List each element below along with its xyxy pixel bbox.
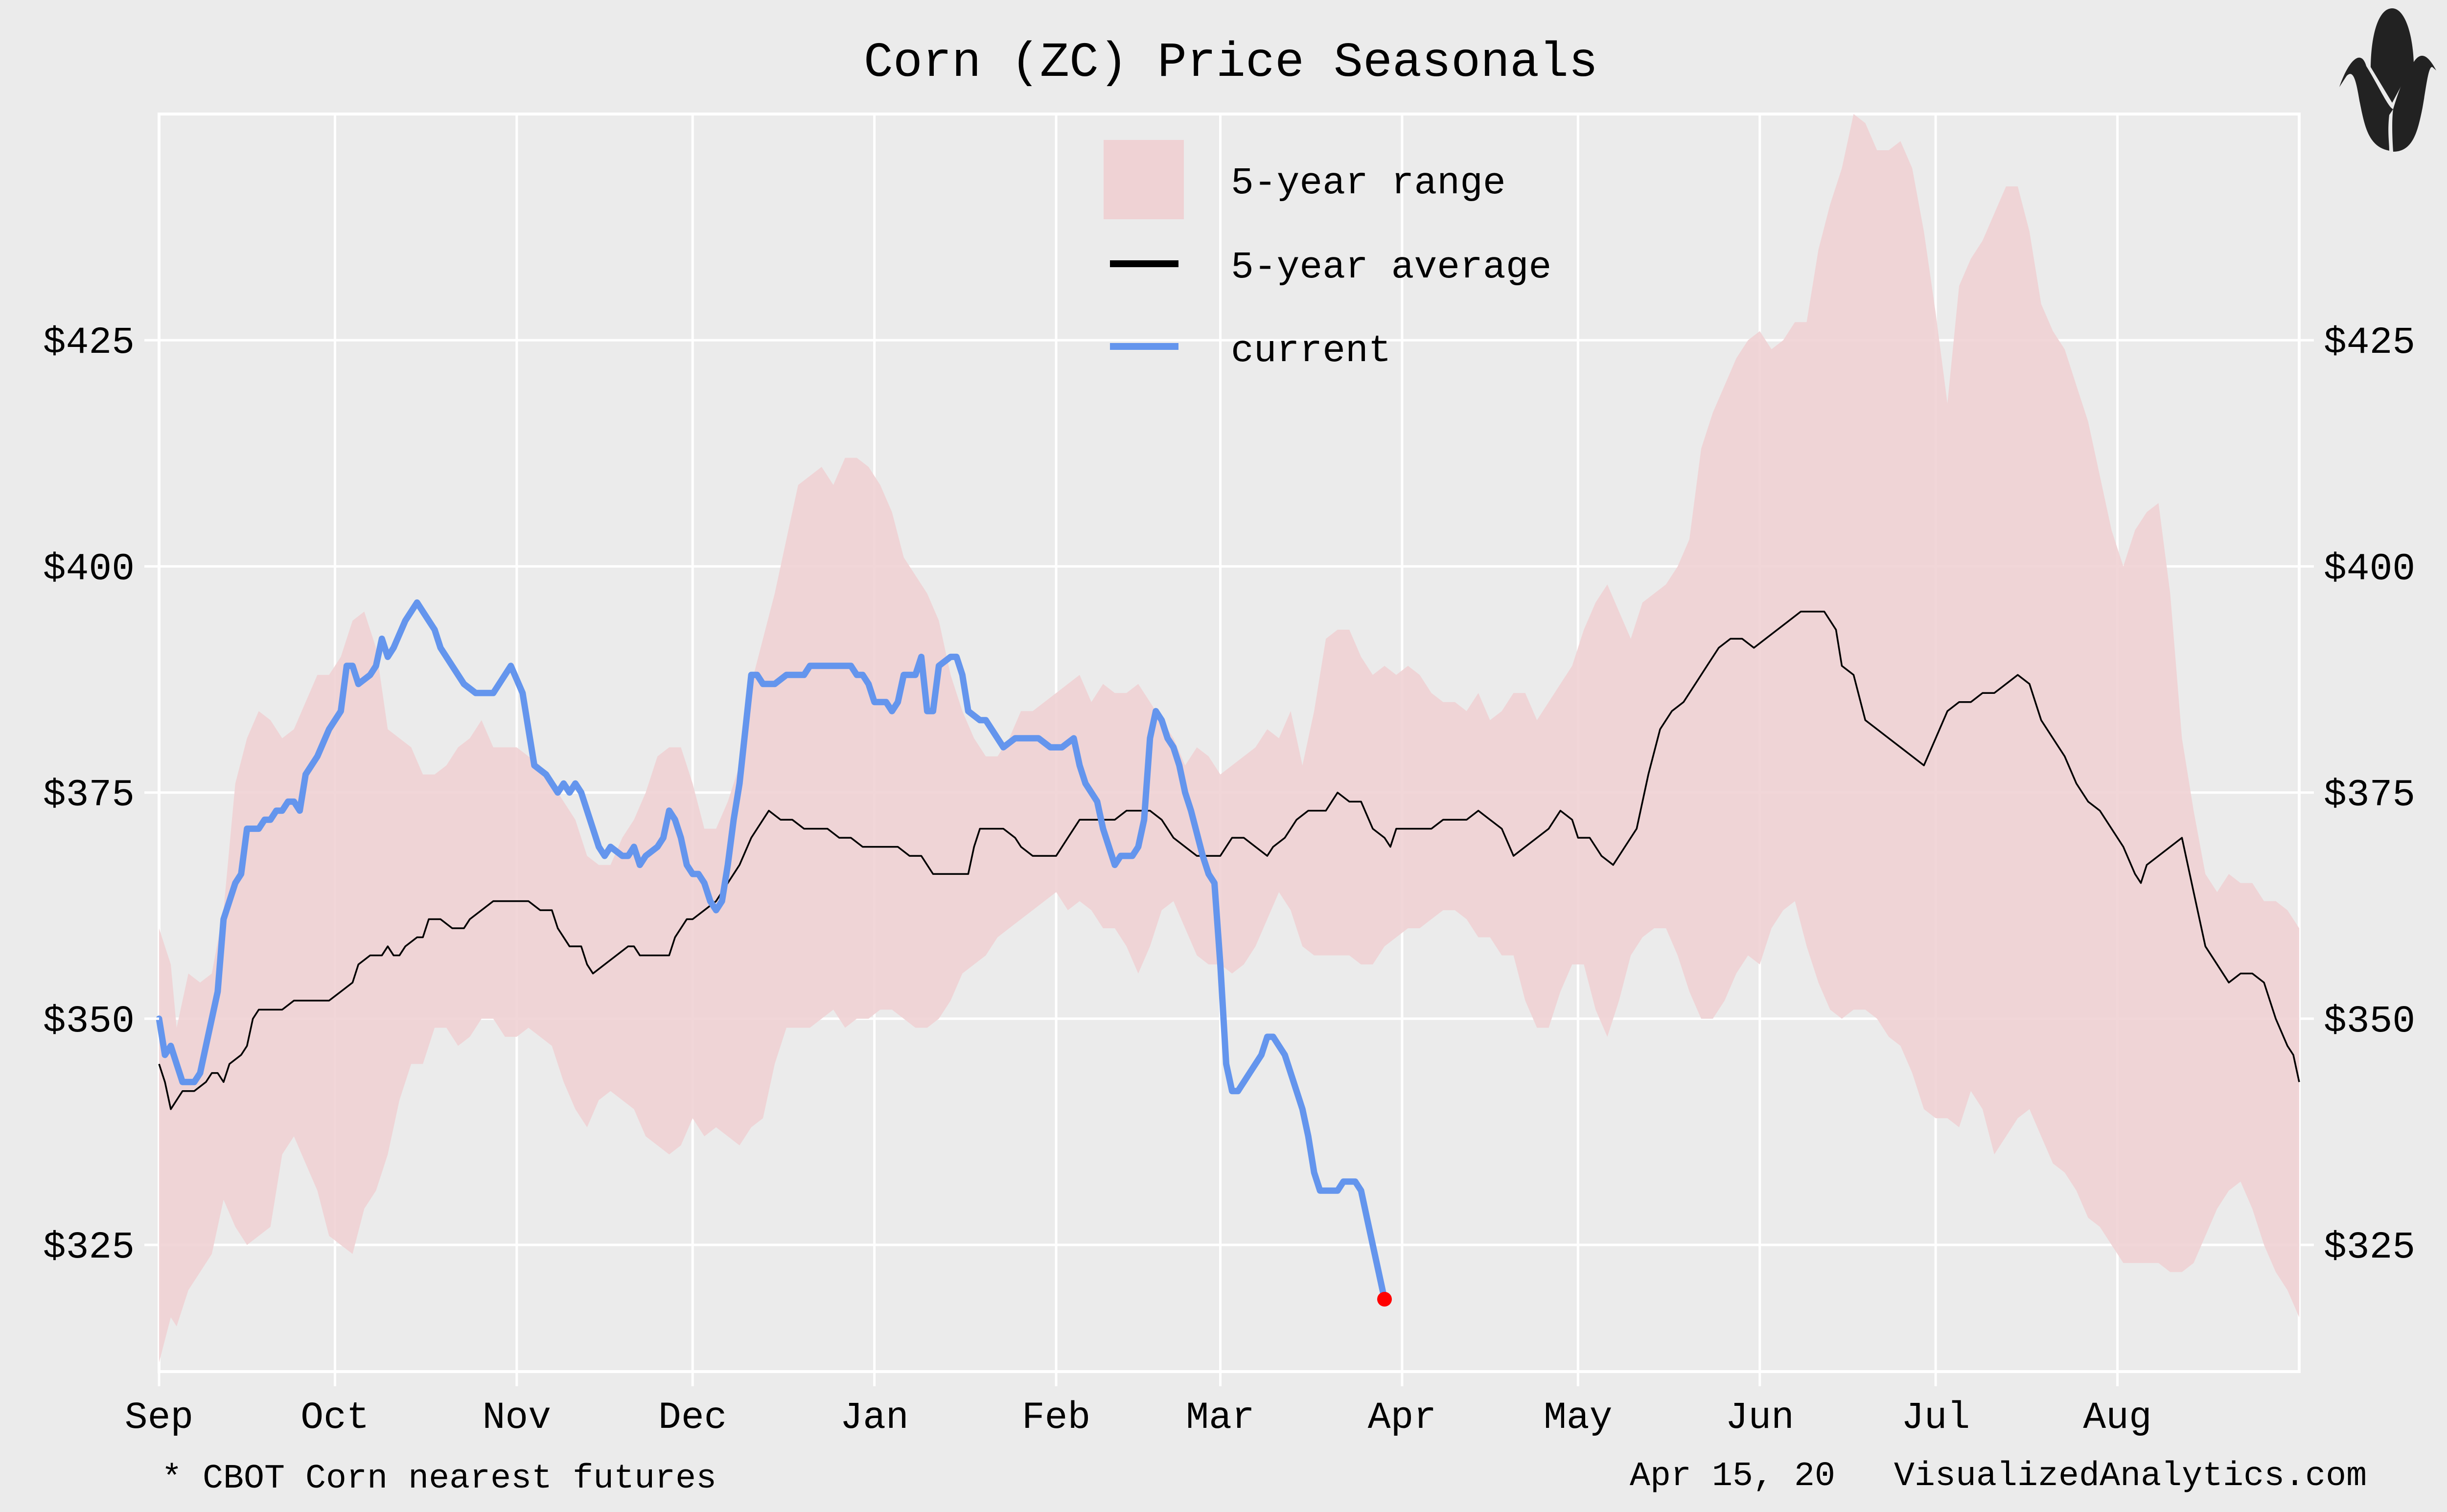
legend-label-range: 5-year range	[1231, 162, 1506, 205]
legend-swatch-current	[1110, 343, 1178, 350]
y-tick-label: $425	[2324, 321, 2415, 365]
y-tick-label: $325	[2324, 1226, 2415, 1269]
legend: 5-year range 5-year average current	[1091, 137, 1551, 373]
x-tick-label: Jun	[1726, 1397, 1794, 1440]
x-tick-label: Apr	[1368, 1397, 1436, 1440]
x-axis: Sep Oct Nov Dec Jan Feb Mar Apr May Jun Jul Aug	[125, 1372, 2152, 1440]
series-lines	[156, 599, 2300, 1307]
five-year-range-band	[159, 114, 2299, 1363]
corn-icon	[2339, 8, 2436, 152]
average-line	[158, 611, 2300, 1110]
x-tick-label: Nov	[483, 1397, 551, 1440]
legend-label-average: 5-year average	[1231, 246, 1551, 289]
x-tick-label: Jan	[840, 1397, 908, 1440]
legend-swatch-range	[1104, 140, 1184, 219]
y-tick-label: $325	[43, 1226, 135, 1269]
current-line	[156, 599, 1388, 1303]
range-area	[159, 114, 2299, 1363]
y-tick-label: $400	[43, 548, 135, 591]
x-tick-label: Jul	[1901, 1397, 1970, 1440]
x-tick-label: Sep	[125, 1397, 193, 1440]
footer-note: * CBOT Corn nearest futures	[162, 1460, 716, 1498]
y-tick-label: $425	[43, 321, 135, 365]
x-tick-label: Oct	[300, 1397, 369, 1440]
x-tick-label: Aug	[2083, 1397, 2151, 1440]
footer-date: Apr 15, 20	[1630, 1457, 1835, 1496]
y-axis-right: $325 $350 $375 $400 $425	[2299, 321, 2415, 1269]
y-tick-label: $375	[2324, 774, 2415, 817]
current-last-point	[1377, 1292, 1392, 1307]
y-axis-left: $325 $350 $375 $400 $425	[43, 321, 159, 1269]
x-tick-label: May	[1544, 1397, 1612, 1440]
y-tick-label: $375	[43, 774, 135, 817]
footer-source: VisualizedAnalytics.com	[1894, 1457, 2367, 1496]
x-tick-label: Feb	[1022, 1397, 1090, 1440]
y-tick-label: $400	[2324, 548, 2415, 591]
x-tick-label: Mar	[1186, 1397, 1254, 1440]
x-tick-label: Dec	[658, 1397, 727, 1440]
legend-swatch-average	[1110, 260, 1178, 267]
legend-label-current: current	[1231, 330, 1391, 373]
y-tick-label: $350	[2324, 1000, 2415, 1043]
chart-title: Corn (ZC) Price Seasonals	[864, 36, 1598, 91]
y-tick-label: $350	[43, 1000, 135, 1043]
